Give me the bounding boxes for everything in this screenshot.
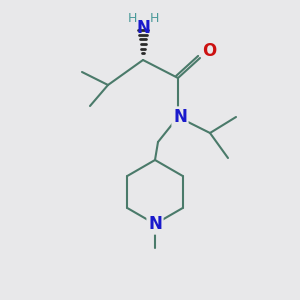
Text: N: N [136, 19, 150, 37]
Text: N: N [173, 108, 187, 126]
Text: O: O [202, 42, 216, 60]
Text: H: H [149, 13, 159, 26]
Text: H: H [127, 13, 137, 26]
Text: N: N [148, 215, 162, 233]
